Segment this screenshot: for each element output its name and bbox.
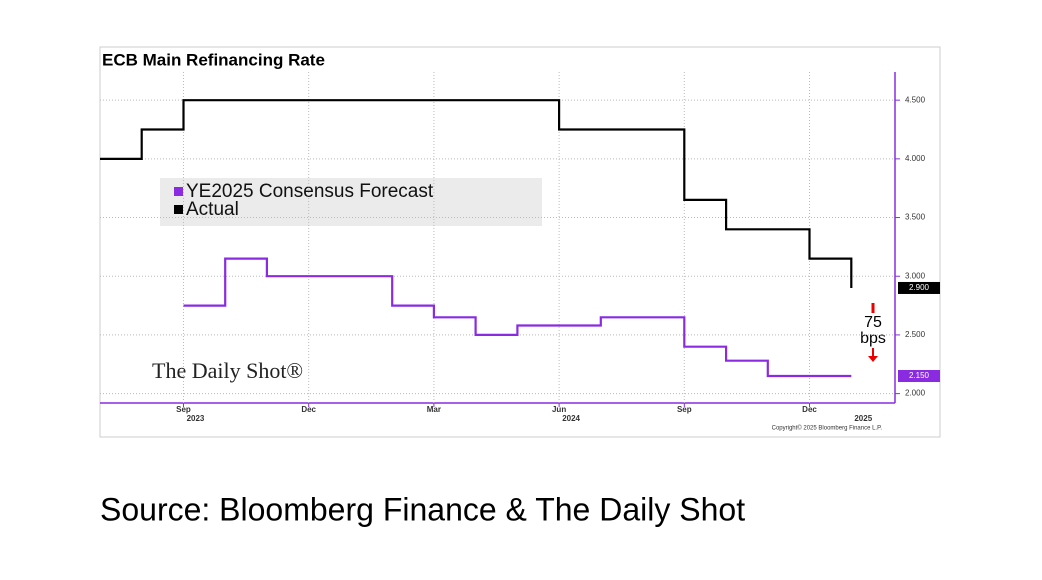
y-tick-label: 4.500 (905, 95, 926, 104)
x-tick-label: Jun (552, 405, 566, 414)
last-value-box (898, 281, 940, 294)
x-tick-label: Dec (802, 405, 817, 414)
x-year-label: 2025 (854, 414, 872, 423)
legend-label: YE2025 Consensus Forecast (186, 181, 434, 202)
chart-title: ECB Main Refinancing Rate (102, 50, 325, 69)
y-tick-label: 3.000 (905, 271, 926, 280)
legend-swatch (174, 187, 183, 196)
copyright: Copyright© 2025 Bloomberg Finance L.P. (772, 425, 883, 432)
annotation: bps (860, 330, 886, 347)
y-tick-label: 2.500 (905, 330, 926, 339)
x-year-label: 2024 (562, 414, 580, 423)
x-tick-label: Mar (427, 405, 441, 414)
last-value-box (898, 370, 940, 383)
x-year-label: 2023 (187, 414, 205, 423)
y-tick-label: 2.000 (905, 389, 926, 398)
annotation-arrowhead (868, 356, 878, 362)
watermark: The Daily Shot® (152, 358, 303, 383)
last-value-label: 2.900 (909, 283, 930, 292)
legend-swatch (174, 205, 183, 214)
x-tick-label: Dec (301, 405, 316, 414)
annotation-arrows (868, 303, 878, 362)
annotation: 75 (864, 314, 882, 331)
line (100, 99, 853, 288)
x-tick-label: Sep (176, 405, 191, 414)
source-caption: Source: Bloomberg Finance & The Daily Sh… (100, 491, 745, 527)
line (183, 257, 852, 378)
legend-label: Actual (186, 199, 239, 220)
y-tick-label: 4.000 (905, 154, 926, 163)
chart-frame (99, 46, 941, 438)
x-tick-label: Sep (677, 405, 692, 414)
last-value-label: 2.150 (909, 371, 930, 380)
y-tick-label: 3.500 (905, 213, 926, 222)
